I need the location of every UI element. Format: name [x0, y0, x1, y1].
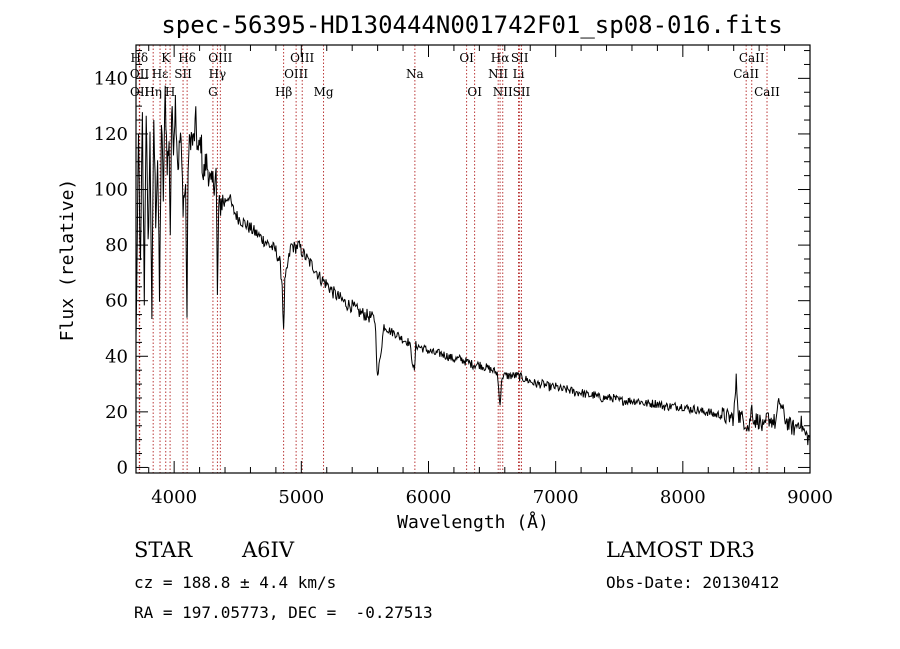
axis-ticks-layer: 4000 5000 6000 7000 8000 9000 0 20 40 60 80 100 120 1…: [94, 45, 833, 508]
spectral-line-label: CaII: [754, 85, 780, 99]
y-tick-label: 80: [105, 235, 128, 256]
spectral-line-label: NII: [493, 85, 513, 99]
spectral-line-label: OII: [130, 67, 150, 81]
spectral-line-label: Li: [513, 67, 525, 81]
spectral-line-label: SII: [511, 51, 529, 65]
obs-date: Obs-Date: 20130412: [606, 573, 780, 592]
spectral-line-label: Mg: [314, 85, 334, 99]
spectral-line-label: SII: [513, 85, 531, 99]
spectral-line-label: K: [161, 51, 171, 65]
spectral-line-label: Hη: [144, 85, 162, 99]
spectral-line-label: Na: [406, 67, 424, 81]
spectral-line-label: OIII: [290, 51, 314, 65]
x-tick-label: 7000: [533, 487, 579, 508]
chart-title: spec-56395-HD130444N001742F01_sp08-016.f…: [161, 11, 782, 39]
cz-value: cz = 188.8 ± 4.4 km/s: [134, 573, 337, 592]
y-tick-label: 140: [94, 68, 128, 89]
y-tick-label: 60: [105, 291, 128, 312]
spectrum-line: [135, 85, 811, 446]
spectral-line-label: Hα: [491, 51, 510, 65]
y-tick-label: 120: [94, 124, 128, 145]
spectral-line-label: Hε: [152, 67, 169, 81]
spectral-line-label: OIII: [284, 67, 308, 81]
spectral-line-label: Hβ: [275, 85, 292, 99]
spectral-line-label: G: [208, 85, 218, 99]
spectral-line-label: SII: [174, 67, 192, 81]
coordinates: RA = 197.05773, DEC = -0.27513: [134, 603, 433, 622]
spectral-line-label: NII: [488, 67, 508, 81]
spectral-line-label: OI: [467, 85, 482, 99]
spectral-line-label: CaII: [739, 51, 765, 65]
spectral-line-label: Hγ: [209, 67, 227, 81]
x-tick-label: 6000: [406, 487, 452, 508]
spectral-line-label: H: [165, 85, 175, 99]
y-tick-label: 40: [105, 346, 128, 367]
spectral-line-label: OII: [130, 85, 150, 99]
y-tick-label: 20: [105, 402, 128, 423]
x-tick-label: 4000: [151, 487, 197, 508]
survey-name: LAMOST DR3: [606, 538, 755, 562]
x-tick-label: 5000: [278, 487, 324, 508]
spectral-lines-layer: [138, 45, 768, 473]
x-axis-label: Wavelength (Å): [397, 511, 549, 533]
spectrum-curve-layer: [135, 85, 811, 446]
spectral-class: A6IV: [242, 538, 294, 562]
x-tick-label: 8000: [660, 487, 706, 508]
y-tick-label: 100: [94, 180, 128, 201]
spectral-line-label: Hδ: [178, 51, 196, 65]
y-tick-label: 0: [117, 457, 128, 478]
x-tick-label: 9000: [787, 487, 833, 508]
spectral-line-label: CaII: [733, 67, 759, 81]
object-type: STAR: [134, 538, 193, 562]
spectral-line-label: Hδ: [130, 51, 148, 65]
spectral-line-label: OIII: [208, 51, 232, 65]
y-axis-label: Flux (relative): [57, 179, 78, 342]
spectral-line-label: OI: [459, 51, 474, 65]
